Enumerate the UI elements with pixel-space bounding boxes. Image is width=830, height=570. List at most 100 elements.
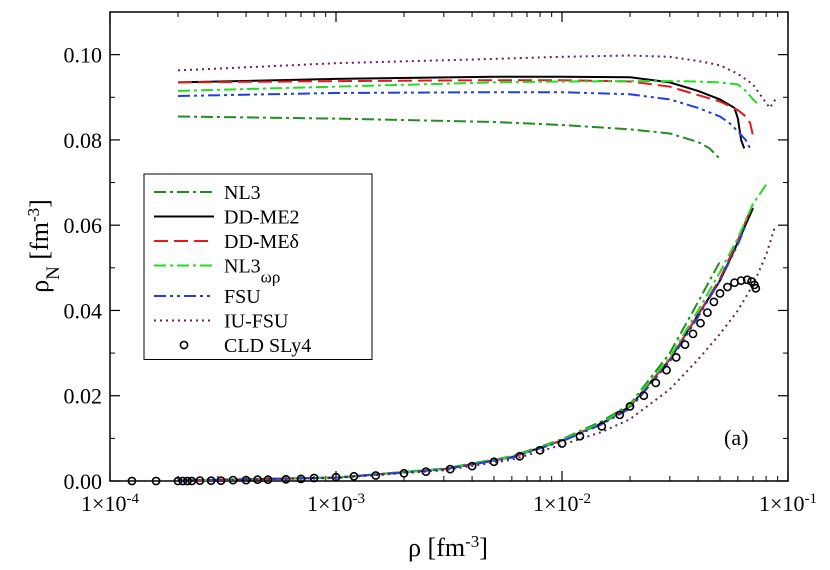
x-axis-label-main: ρ [fm [408, 533, 465, 562]
scatter-point [696, 318, 705, 328]
scatter-point [688, 329, 698, 339]
scatter-point [715, 288, 725, 298]
x-tick-exponent: -4 [126, 491, 139, 507]
legend-box [143, 173, 373, 360]
y-tick-label: 0.06 [64, 213, 103, 238]
scatter-point [639, 391, 649, 401]
legend-label-main: IU-FSU [224, 311, 289, 333]
x-tick-mantissa: 1×10 [307, 491, 352, 516]
legend-scatter-marker [179, 340, 189, 350]
scatter-point [742, 275, 752, 285]
scatter-point [296, 474, 306, 484]
scatter-point [445, 464, 455, 474]
y-axis-label-mid: [fm [25, 222, 54, 266]
legend-label: IU-FSU [224, 311, 289, 333]
scatter-point [703, 308, 712, 317]
scatter-point [723, 282, 732, 292]
y-tick-label: 0.08 [64, 128, 103, 153]
x-tick-mantissa: 1×10 [759, 491, 804, 516]
scatter-point [575, 431, 585, 441]
x-tick-label: 1×10-3 [307, 491, 365, 516]
series-line-3-upper [177, 80, 761, 107]
y-tick-label: 0.02 [64, 384, 103, 409]
scatter-point [195, 476, 205, 485]
series-line-3-lower [177, 184, 767, 482]
scatter-point [331, 472, 341, 482]
x-tick-mantissa: 1×10 [533, 491, 578, 516]
scatter-point [281, 474, 291, 484]
series-line-2-upper [177, 79, 754, 136]
series-line-1-upper [177, 75, 746, 149]
panel-label: (a) [724, 425, 748, 450]
x-tick-label: 1×10-4 [81, 491, 139, 516]
y-axis-label: ρN [fm-3] [24, 199, 64, 293]
legend-label: DD-MEδ [224, 231, 299, 253]
scatter-point [178, 476, 188, 486]
x-axis-label: ρ [fm-3] [408, 532, 488, 563]
scatter-point [709, 297, 719, 307]
scatter-point [680, 340, 690, 349]
scatter-point [309, 473, 319, 483]
scatter-point [216, 476, 226, 485]
y-tick-label: 0.00 [64, 469, 103, 494]
legend-label-main: NL3 [224, 182, 261, 204]
legend-label: NL3 [224, 182, 261, 204]
x-tick-exponent: -1 [804, 491, 817, 507]
x-axis-label-sup: -3 [465, 532, 479, 551]
legend-label-main: DD-ME2 [224, 207, 300, 229]
scatter-point [535, 445, 545, 455]
axis-ticks: 1×10-4 1×10-3 1×10-2 1×10-10.000.020.040.06… [64, 12, 817, 516]
x-axis-label-close: ] [479, 533, 488, 562]
y-axis-label-sub: N [43, 266, 64, 280]
series-line-5-lower [177, 224, 777, 482]
scatter-point [263, 475, 273, 485]
legend-label: DD-ME2 [224, 207, 300, 229]
scatter-point [625, 401, 635, 411]
scatter-point [557, 439, 567, 448]
y-axis-label-main: ρ [25, 280, 54, 293]
x-tick-mantissa: 1×10 [81, 491, 126, 516]
scatter-point [489, 457, 499, 467]
plot-area-frame [109, 11, 789, 482]
x-tick-label: 1×10-2 [533, 491, 591, 516]
y-tick-label: 0.04 [64, 298, 103, 323]
scatter-point [349, 471, 359, 481]
y-axis-label-sup: -3 [24, 208, 43, 222]
scatter-point [751, 283, 761, 293]
scatter-layer [127, 275, 761, 486]
y-tick-label: 0.10 [64, 43, 103, 68]
series-line-4-lower [177, 224, 747, 482]
scatter-point [515, 451, 525, 461]
legend-label-main: FSU [224, 286, 261, 308]
scatter-point [671, 352, 681, 362]
scatter-point [206, 476, 216, 485]
scatter-point [615, 410, 625, 420]
scatter-point [662, 365, 671, 375]
scatter-point [651, 378, 661, 388]
scatter-point [736, 276, 746, 285]
scatter-point [467, 461, 477, 471]
scatter-point [241, 475, 251, 485]
x-tick-label: 1×10-1 [759, 491, 817, 516]
x-tick-exponent: -2 [578, 491, 591, 507]
legend-label-main: NL3 [224, 256, 261, 278]
scatter-point [421, 467, 431, 476]
legend-label-main: DD-MEδ [224, 231, 299, 253]
scatter-point [228, 475, 238, 485]
scatter-point [182, 476, 192, 486]
series-line-4-upper [177, 91, 751, 149]
scatter-point [151, 476, 161, 486]
x-tick-exponent: -3 [352, 491, 365, 507]
legend-label: CLD SLy4 [224, 335, 311, 357]
scatter-point [371, 471, 381, 480]
scatter-point [127, 476, 137, 486]
scatter-point [253, 475, 262, 485]
scatter-point [173, 476, 183, 486]
y-axis-label-close: ] [25, 199, 54, 208]
scatter-point [399, 468, 409, 478]
legend-label: NL3ωρ [224, 256, 280, 287]
scatter-point [597, 421, 607, 431]
legend-label-sub: ωρ [261, 267, 281, 286]
